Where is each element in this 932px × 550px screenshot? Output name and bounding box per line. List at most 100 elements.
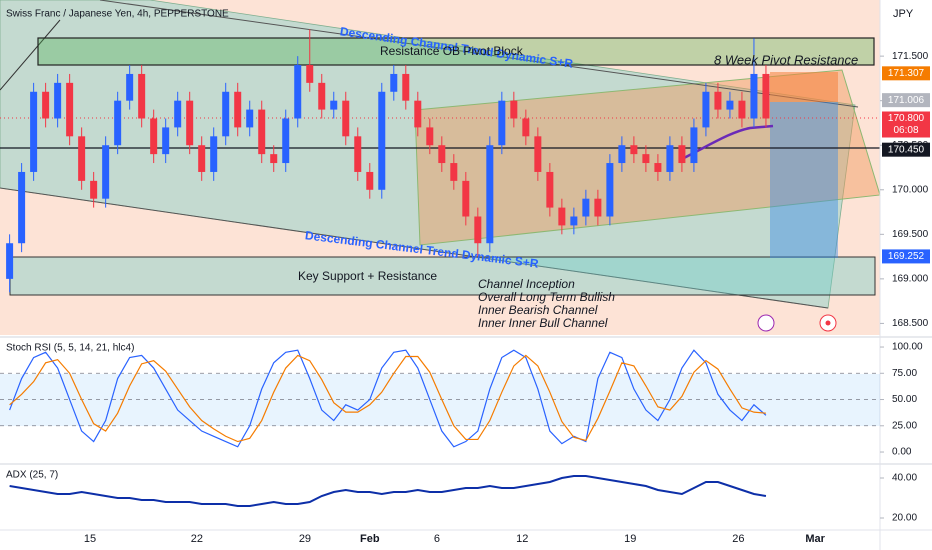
price-label-box — [882, 93, 930, 108]
target-box — [770, 72, 838, 102]
y-tick-label: 20.00 — [892, 513, 917, 524]
candle-body — [762, 73, 770, 119]
candle-body — [234, 91, 242, 128]
candle-body — [198, 145, 206, 172]
candle-body — [318, 82, 326, 110]
candle-body — [702, 91, 710, 128]
candle-body — [210, 136, 218, 172]
x-tick-label: Mar — [805, 533, 825, 545]
y-tick-label: 0.00 — [892, 447, 912, 458]
candle-body — [666, 145, 674, 172]
candle-body — [306, 65, 314, 83]
y-tick-label: 40.00 — [892, 473, 917, 484]
candle-body — [6, 243, 14, 279]
annotation: Key Support + Resistance — [298, 269, 437, 283]
candle-body — [558, 207, 566, 226]
pane-background — [0, 0, 880, 335]
candle-body — [78, 136, 86, 181]
price-label-box — [882, 66, 930, 81]
price-label-box — [882, 249, 930, 264]
series-line — [9, 354, 767, 443]
annotation: Resistance OB Pivot Block — [380, 44, 524, 58]
y-tick-label: 100.00 — [892, 342, 923, 353]
support-box — [9, 256, 876, 296]
candle-body — [282, 118, 290, 164]
candle-body — [690, 127, 698, 164]
candle-body — [630, 145, 638, 155]
y-tick-label: 170.000 — [892, 184, 929, 195]
candle-body — [738, 100, 746, 119]
annotation: Inner Inner Bull Channel — [478, 316, 608, 330]
candle-body — [114, 100, 122, 146]
event-icon-dot — [825, 320, 831, 326]
price-label: 169.252 — [888, 251, 925, 262]
channel-top-line — [99, 0, 859, 108]
price-label: 170.450 — [888, 144, 925, 155]
event-icon[interactable] — [757, 314, 775, 332]
candle-body — [390, 73, 398, 92]
y-tick-label: 169.000 — [892, 274, 929, 285]
resistance-box — [37, 37, 875, 66]
candle-body — [30, 91, 38, 172]
x-tick-label: 6 — [434, 533, 440, 545]
candle-body — [126, 73, 134, 101]
annotation: Overall Long Term Bullish — [478, 290, 615, 304]
candle-body — [534, 136, 542, 172]
candle-body — [150, 118, 158, 155]
candle-body — [402, 73, 410, 101]
candle-body — [642, 154, 650, 164]
candle-body — [378, 91, 386, 190]
annotation: 8 Week Pivot Resistance — [714, 52, 858, 67]
candle-body — [678, 145, 686, 164]
candle-body — [654, 163, 662, 172]
stoch-band — [0, 374, 880, 426]
annotation: Channel Inception — [478, 277, 575, 291]
series-line — [9, 475, 767, 507]
candle-body — [618, 145, 626, 164]
candle-body — [18, 171, 26, 244]
candle-body — [606, 163, 614, 217]
candle-body — [438, 145, 446, 164]
candle-body — [102, 145, 110, 199]
x-tick-label: 19 — [624, 533, 636, 545]
candle-body — [498, 100, 506, 146]
trend-line — [0, 19, 61, 91]
candle-body — [330, 100, 338, 110]
candle-body — [138, 73, 146, 119]
x-tick-label: 22 — [191, 533, 203, 545]
currency: JPY — [893, 8, 914, 20]
candle-body — [474, 216, 482, 244]
stop-box — [770, 102, 838, 258]
candle-body — [294, 65, 302, 119]
y-tick-label: 171.500 — [892, 51, 929, 62]
indicator-title: ADX (25, 7) — [6, 470, 58, 481]
candle-body — [594, 198, 602, 217]
candle-body — [54, 82, 62, 119]
candle-body — [522, 118, 530, 137]
candle-body — [186, 100, 194, 146]
candle-body — [570, 216, 578, 226]
price-label: 171.006 — [888, 95, 925, 106]
x-tick-label: Feb — [360, 533, 380, 545]
x-tick-label: 12 — [516, 533, 528, 545]
candle-body — [450, 163, 458, 181]
price-label: 171.307 — [888, 68, 925, 79]
candle-body — [174, 100, 182, 128]
candle-body — [342, 100, 350, 137]
candle-body — [510, 100, 518, 119]
countdown: 06:08 — [893, 125, 918, 136]
candle-body — [246, 109, 254, 128]
x-tick-label: 29 — [299, 533, 311, 545]
y-tick-label: 168.500 — [892, 318, 929, 329]
x-tick-label: 15 — [84, 533, 96, 545]
candle-body — [462, 180, 470, 217]
candle-body — [750, 73, 758, 119]
price-label-box — [882, 142, 930, 157]
candle-body — [258, 109, 266, 155]
candle-body — [42, 91, 50, 119]
candle-body — [162, 127, 170, 155]
candle-body — [90, 180, 98, 199]
candle-body — [66, 82, 74, 137]
annotation: Inner Bearish Channel — [478, 303, 598, 317]
